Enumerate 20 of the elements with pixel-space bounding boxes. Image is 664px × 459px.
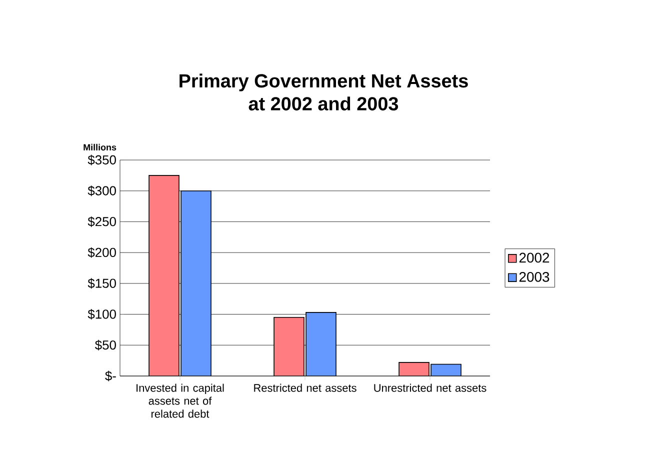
bar (180, 190, 212, 376)
y-tick-label: $250 (88, 216, 116, 227)
bar (148, 175, 180, 376)
chart-title: Primary Government Net Assets at 2002 and 2003 (180, 74, 468, 111)
y-tick-label: $50 (95, 340, 116, 350)
legend-label: 2002 (519, 252, 550, 263)
bar (430, 364, 462, 376)
y-tick-label: $100 (88, 309, 116, 320)
x-tick-label: Invested in capital assets net of related debt (136, 384, 224, 418)
x-tick-label: Unrestricted net assets (374, 384, 486, 392)
bar (274, 316, 304, 376)
y-tick-label: $- (105, 370, 116, 382)
y-axis-title: Millions (84, 144, 116, 150)
bar (306, 312, 336, 376)
x-tick-label: Restricted net assets (254, 384, 356, 392)
y-tick-label: $150 (88, 278, 116, 289)
legend-label: 2003 (519, 272, 550, 282)
y-tick-label: $300 (88, 186, 116, 196)
y-tick-label: $200 (88, 247, 116, 258)
y-tick-label: $350 (88, 154, 116, 166)
